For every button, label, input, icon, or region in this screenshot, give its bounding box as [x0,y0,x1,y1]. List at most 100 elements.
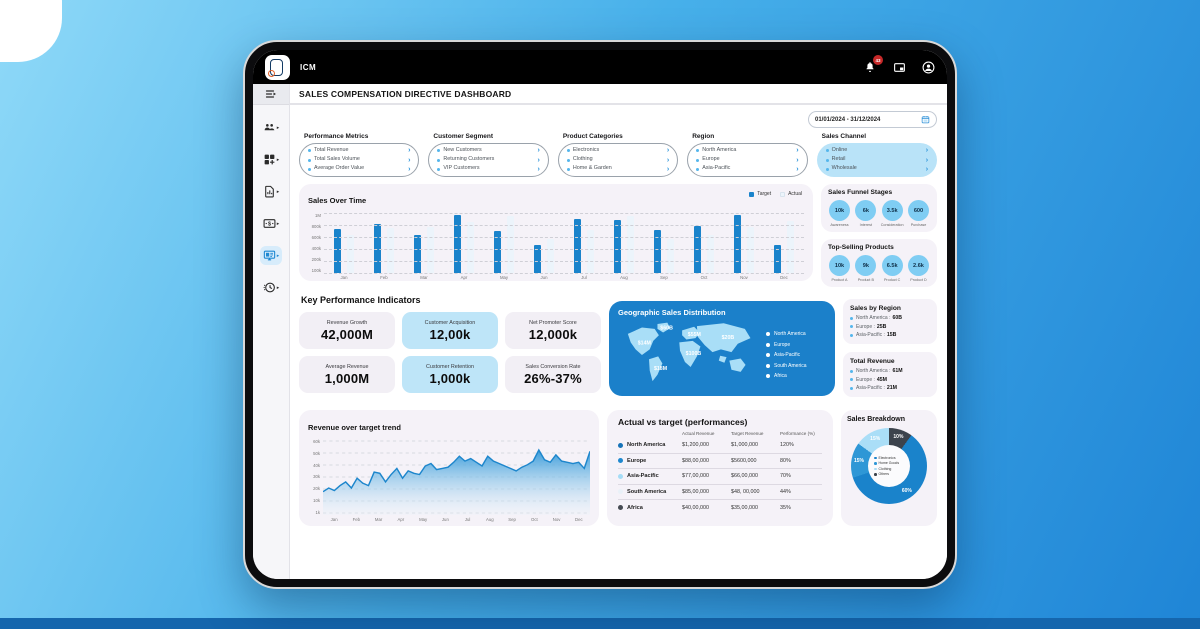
filter-label: Product Categories [562,133,623,140]
target-bar [454,214,461,273]
filter-group-performance-metrics: Performance Metrics Total Revenue › Total S… [299,133,420,177]
actual-bar [587,230,594,273]
stage-label: Product B [857,278,874,282]
stage-value: 9k [855,255,877,276]
donut-legend: Electronics Home Goods Clothing Others [868,445,910,487]
filter-option-label: North America [702,147,737,154]
filter-option-north-america[interactable]: North America › [696,147,799,155]
target-bar [414,235,421,273]
filter-option-new-customers[interactable]: New Customers › [437,147,540,155]
kpi-card-average-revenue: Average Revenue 1,000M [299,356,395,393]
date-range-picker[interactable]: 01/01/2024 - 31/12/2024 [808,111,937,128]
filter-option-total-revenue[interactable]: Total Revenue › [308,147,410,155]
chevron-right-icon[interactable]: › [796,156,799,164]
stage-label: Consideration [880,223,904,227]
filter-option-wholesale[interactable]: Wholesale › [825,165,929,173]
chevron-right-icon[interactable]: › [537,165,540,173]
filter-option-label: Wholesale [831,165,857,172]
stage-value: 2.6k [907,255,929,276]
app-logo[interactable] [265,54,290,80]
chevron-right-icon[interactable]: › [796,147,799,155]
sidebar-item-history[interactable]: ▸ [260,278,283,297]
bar-group-jun [524,213,564,273]
stage-label: Product A [831,278,848,282]
kpi-label: Customer Retention [426,363,474,370]
notifications-bell-icon[interactable]: 43 [863,55,883,74]
stage-value: 6k [855,200,877,221]
filter-box: North America › Europe › Asia-Pacific › [687,143,808,177]
chevron-right-icon[interactable]: › [796,165,799,173]
sidebar-item-dashboard[interactable]: ▸ [259,246,283,265]
chevron-right-icon[interactable]: › [666,147,670,155]
geo-legend: North America Europe Asia-Pacific South Ame… [766,319,826,391]
filter-label: Customer Segment [433,133,494,140]
sidebar-toggle[interactable] [253,84,289,105]
y-tick: 100k [311,268,321,273]
bullet-icon [696,149,700,153]
filter-option-total-sales-volume[interactable]: Total Sales Volume › [308,156,410,164]
date-range-value: 01/01/2024 - 31/12/2024 [815,116,881,123]
account-icon[interactable] [921,60,935,74]
sidebar-item-reports[interactable]: ▸ [260,182,283,201]
sidebar-item-modules[interactable]: ▸ [260,150,283,169]
target-bar [534,245,541,273]
stage-product-b: 9k Product B [854,255,877,282]
region-dot [618,458,623,464]
bullet-icon [850,378,853,381]
target-bar [614,219,621,273]
chevron-right-icon[interactable]: › [537,156,540,164]
filter-option-clothing[interactable]: Clothing › [566,156,670,164]
target-swatch [749,191,755,197]
chevron-right-icon[interactable]: › [408,147,411,155]
y-axis-labels: 1M 800k 600k 400k 200k 100k [308,213,324,273]
filter-option-average-order-value[interactable]: Average Order Value › [308,165,410,173]
kpi-label: Customer Acquisition [424,319,476,326]
chevron-right-icon[interactable]: › [925,147,929,155]
corner-accent [0,0,62,62]
info-value: 45M [876,376,887,383]
chevron-right-icon[interactable]: › [925,165,929,173]
filter-option-returning-customers[interactable]: Returning Customers › [437,156,540,164]
region-dot [618,489,623,495]
chevron-right-icon[interactable]: › [537,147,540,155]
chevron-right-icon[interactable]: › [666,165,670,173]
sidebar-item-payouts[interactable]: $ ▸ [260,214,283,233]
window-icon[interactable] [892,60,906,74]
filter-label: Performance Metrics [304,133,369,140]
stage-interest: 6k Interest [854,200,877,227]
filter-option-home-garden[interactable]: Home & Garden › [566,165,670,173]
actual-bar [547,239,554,273]
filter-option-retail[interactable]: Retail › [825,156,929,164]
total-revenue-title: Total Revenue [850,358,895,365]
map-value-label: $14M [638,340,652,346]
chevron-right-icon[interactable]: › [666,156,670,164]
donut-chart: Electronics Home Goods Clothing Others 10% 6… [851,428,927,504]
actual-revenue: $1,200,000 [682,442,709,449]
actual-bar [627,215,634,273]
actual-swatch [780,191,786,197]
filter-option-online[interactable]: Online › [825,147,929,155]
x-tick: Aug [620,275,628,280]
kpi-section-title: Key Performance Indicators [301,295,421,305]
chevron-right-icon[interactable]: › [408,165,411,173]
region-cell: Europe [618,458,682,464]
filter-option-electronics[interactable]: Electronics › [566,147,670,155]
x-tick: Sep [660,275,668,280]
region-name: Africa [627,504,643,511]
filter-option-asia-pacific[interactable]: Asia-Pacific › [696,165,799,173]
donut-legend-label: Clothing [878,466,892,471]
y-tick: 30k [313,474,320,480]
sidebar-item-team[interactable]: ▸ [260,118,283,137]
filter-option-vip-customers[interactable]: VIP Customers › [437,165,540,173]
filter-option-europe[interactable]: Europe › [696,156,799,164]
info-label: North America : [856,368,891,374]
bar-group-apr [444,213,484,273]
legend-dot [766,363,770,368]
chevron-right-icon[interactable]: › [925,156,929,164]
top-products-card: Top-Selling Products 10k Product A 9k Produ… [821,239,937,287]
actual-bar [347,235,354,273]
map-value-label: $20B [722,335,735,341]
stage-product-d: 2.6k Product D [907,255,930,282]
legend-dot [874,473,877,476]
chevron-right-icon[interactable]: › [408,156,411,164]
